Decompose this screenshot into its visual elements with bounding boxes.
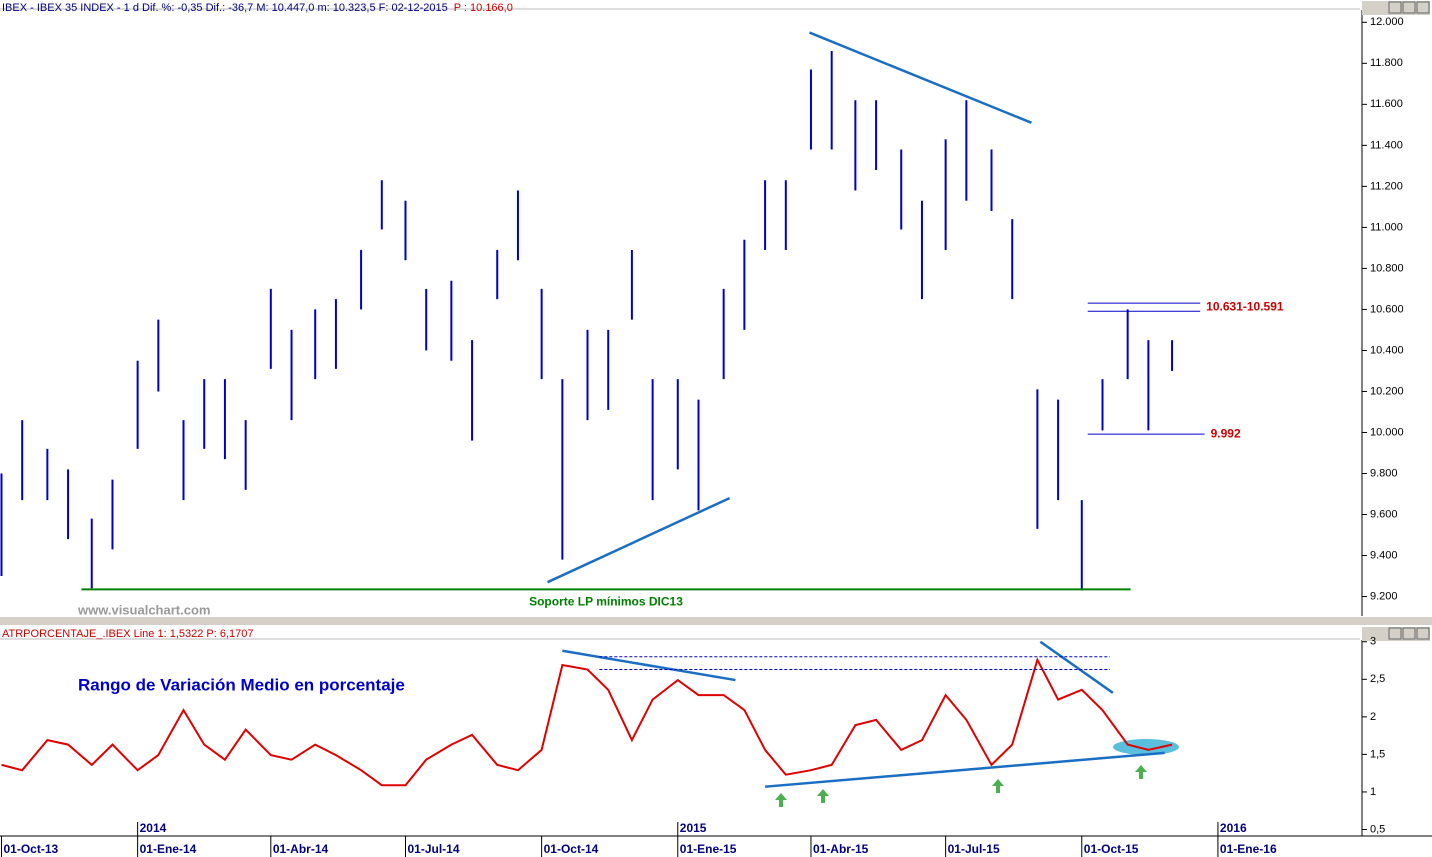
- y-tick-label: 2,5: [1370, 673, 1385, 685]
- y-tick-label: 11.400: [1370, 139, 1403, 151]
- x-tick-label: 01-Ene-14: [140, 842, 197, 856]
- y-tick-label: 3: [1370, 636, 1376, 648]
- arrow: [817, 789, 829, 803]
- highlight-ellipse: [1113, 739, 1179, 755]
- y-tick-label: 9.200: [1370, 590, 1398, 602]
- atr-title: Rango de Variación Medio en porcentaje: [78, 675, 405, 694]
- watermark: www.visualchart.com: [77, 602, 210, 617]
- panel-separator: [0, 617, 1432, 625]
- atr-header: ATRPORCENTAJE_.IBEX Line 1: 1,5322 P: 6,…: [2, 628, 254, 640]
- y-tick-label: 10.200: [1370, 385, 1404, 397]
- arrow: [775, 793, 787, 807]
- x-tick-label: 01-Ene-15: [680, 842, 737, 856]
- arrows: [775, 765, 1147, 807]
- y-tick-label: 11.000: [1370, 221, 1403, 233]
- x-tick-label: 01-Oct-15: [1084, 842, 1139, 856]
- y-tick-label: 0,5: [1370, 823, 1385, 835]
- y-tick-label: 10.400: [1370, 344, 1404, 356]
- trendline: [1039, 640, 1114, 694]
- y-tick-label: 11.600: [1370, 98, 1403, 110]
- x-tick-label: 01-Jul-15: [948, 842, 1000, 856]
- level-label: Soporte LP mínimos DIC13: [529, 595, 683, 609]
- button-maximize[interactable]: [1402, 1, 1416, 14]
- level-label: 10.631-10.591: [1206, 299, 1284, 313]
- y-tick-label: 1: [1370, 786, 1376, 798]
- x-tick-label: 01-Ene-16: [1220, 842, 1277, 856]
- arrow: [1135, 765, 1147, 779]
- button-close[interactable]: [1416, 627, 1430, 640]
- y-tick-label: 10.600: [1370, 303, 1404, 315]
- y-tick-label: 11.200: [1370, 180, 1403, 192]
- price-label: P : 10.166,0: [454, 2, 513, 14]
- y-tick-label: 9.600: [1370, 508, 1398, 520]
- atr-line: [1, 657, 1173, 787]
- y-tick-label: 10.000: [1370, 426, 1404, 438]
- x-tick-label: 01-Oct-13: [3, 842, 58, 856]
- trendline: [809, 31, 1032, 124]
- x-tick-label: 01-Abr-14: [273, 842, 329, 856]
- y-tick-label: 9.800: [1370, 467, 1398, 479]
- window-buttons: [1362, 1, 1430, 641]
- level-label: 9.992: [1211, 426, 1241, 440]
- year-tick-label: 2016: [1220, 821, 1247, 835]
- y-tick-label: 9.400: [1370, 549, 1398, 561]
- button-maximize[interactable]: [1402, 627, 1416, 640]
- y-tick-label: 11.800: [1370, 57, 1403, 69]
- arrow: [992, 779, 1004, 793]
- y-tick-label: 1,5: [1370, 748, 1385, 760]
- trendline: [764, 751, 1165, 788]
- button-minimize[interactable]: [1388, 627, 1402, 640]
- year-tick-label: 2014: [140, 821, 167, 835]
- x-tick-label: 01-Abr-15: [813, 842, 869, 856]
- price-header: IBEX - IBEX 35 INDEX - 1 d Dif. %: -0,35…: [2, 2, 448, 14]
- x-tick-label: 01-Oct-14: [544, 842, 599, 856]
- year-tick-label: 2015: [680, 821, 707, 835]
- y-tick-label: 12.000: [1370, 16, 1404, 28]
- trendline: [562, 649, 736, 682]
- trendline: [547, 496, 731, 584]
- x-tick-label: 01-Jul-14: [407, 842, 459, 856]
- y-tick-label: 2: [1370, 711, 1376, 723]
- button-close[interactable]: [1416, 1, 1430, 14]
- y-tick-label: 10.800: [1370, 262, 1404, 274]
- button-minimize[interactable]: [1388, 1, 1402, 14]
